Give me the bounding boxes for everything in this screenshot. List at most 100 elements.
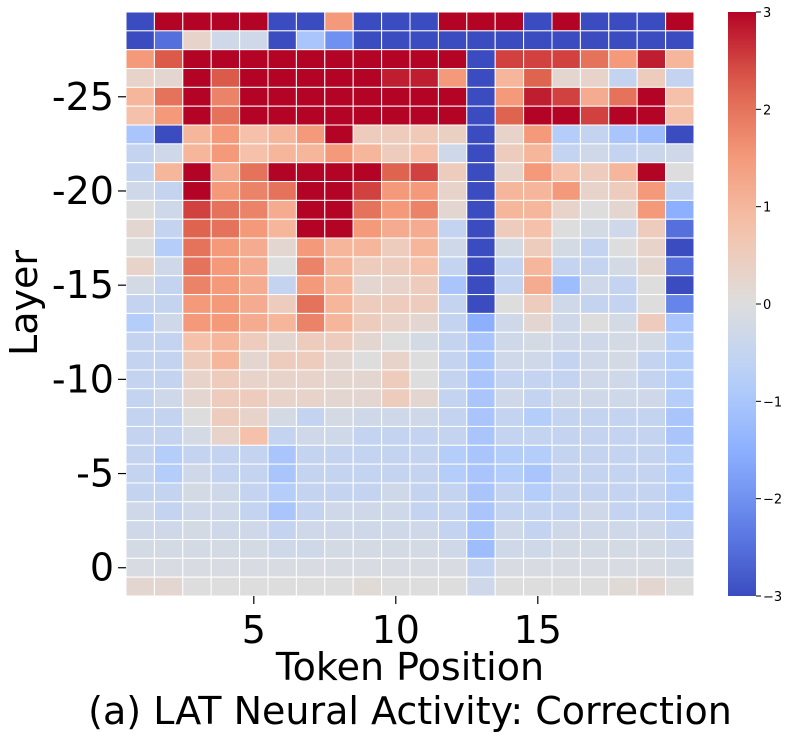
heatmap-cell xyxy=(636,181,667,201)
heatmap-cell xyxy=(523,49,553,70)
heatmap-cell xyxy=(210,407,241,427)
heatmap-cell xyxy=(295,218,326,239)
heatmap-cell xyxy=(239,30,269,51)
heatmap-cell xyxy=(608,538,638,559)
heatmap-cell xyxy=(523,463,553,484)
heatmap-cell xyxy=(665,331,695,352)
heatmap-cell xyxy=(182,275,212,296)
heatmap-cell xyxy=(665,30,695,51)
heatmap-cell xyxy=(295,520,326,540)
heatmap-cell xyxy=(210,463,241,484)
heatmap-cell xyxy=(466,105,496,126)
heatmap-cell xyxy=(579,369,610,390)
heatmap-cell xyxy=(239,520,269,540)
heatmap-cell xyxy=(352,143,383,164)
heatmap-cell xyxy=(182,501,212,522)
heatmap-cell xyxy=(352,350,383,371)
heatmap-cell xyxy=(437,576,468,597)
heatmap-cell xyxy=(494,520,525,540)
heatmap-cell xyxy=(466,576,496,597)
heatmap-cell xyxy=(523,143,553,164)
heatmap-cell xyxy=(182,162,212,183)
heatmap-cell xyxy=(608,218,638,239)
heatmap-cell xyxy=(210,49,241,70)
heatmap-cell xyxy=(409,538,439,559)
heatmap-cell xyxy=(579,162,610,183)
heatmap-cell xyxy=(466,501,496,522)
heatmap-cell xyxy=(579,11,610,32)
heatmap-cell xyxy=(579,463,610,484)
heatmap-cell xyxy=(466,369,496,390)
heatmap-cell xyxy=(381,68,411,88)
heatmap-cell xyxy=(210,143,241,164)
heatmap-cell xyxy=(182,369,212,390)
heatmap-cell xyxy=(523,11,553,32)
heatmap-cell xyxy=(665,143,695,164)
heatmap-cell xyxy=(437,501,468,522)
heatmap-cell xyxy=(182,350,212,371)
heatmap-cell xyxy=(239,576,269,597)
heatmap-cell xyxy=(324,143,354,164)
heatmap-cell xyxy=(153,369,184,390)
heatmap-cell xyxy=(579,68,610,88)
heatmap-cell xyxy=(409,388,439,409)
heatmap-cell xyxy=(324,331,354,352)
heatmap-cell xyxy=(494,143,525,164)
heatmap-cell xyxy=(437,256,468,277)
heatmap-cell xyxy=(665,124,695,145)
heatmap-cell xyxy=(608,444,638,465)
heatmap-cell xyxy=(466,294,496,314)
heatmap-cell xyxy=(267,576,297,597)
heatmap-cell xyxy=(125,331,155,352)
heatmap-cell xyxy=(466,557,496,578)
heatmap-cell xyxy=(210,68,241,88)
heatmap-cell xyxy=(437,143,468,164)
heatmap-cell xyxy=(494,105,525,126)
heatmap-cell xyxy=(636,86,667,107)
heatmap-cell xyxy=(153,482,184,503)
heatmap-cell xyxy=(267,86,297,107)
heatmap-cell xyxy=(295,256,326,277)
heatmap-cell xyxy=(182,11,212,32)
heatmap-cell xyxy=(125,501,155,522)
heatmap-cell xyxy=(239,68,269,88)
heatmap-cell xyxy=(551,275,581,296)
heatmap-cell xyxy=(665,350,695,371)
heatmap-cell xyxy=(608,68,638,88)
heatmap-cell xyxy=(267,256,297,277)
heatmap-cell xyxy=(381,30,411,51)
heatmap-cell xyxy=(210,256,241,277)
heatmap-cell xyxy=(494,369,525,390)
heatmap-cell xyxy=(466,463,496,484)
heatmap-cell xyxy=(579,312,610,333)
heatmap-cell xyxy=(153,557,184,578)
heatmap-cell xyxy=(324,312,354,333)
heatmap-cell xyxy=(608,369,638,390)
heatmap-cell xyxy=(352,388,383,409)
heatmap-cell xyxy=(409,350,439,371)
heatmap-cell xyxy=(125,444,155,465)
heatmap-cell xyxy=(267,463,297,484)
heatmap-cell xyxy=(636,407,667,427)
heatmap-cell xyxy=(608,256,638,277)
heatmap-cell xyxy=(153,124,184,145)
heatmap-cell xyxy=(352,482,383,503)
heatmap-cell xyxy=(608,520,638,540)
y-tick-label: 0 xyxy=(90,546,114,590)
heatmap-cell xyxy=(210,576,241,597)
heatmap-cell xyxy=(466,312,496,333)
heatmap-cell xyxy=(210,331,241,352)
y-tick-label: -10 xyxy=(52,357,114,401)
heatmap-cell xyxy=(437,482,468,503)
y-tick-label: -5 xyxy=(76,452,114,496)
heatmap-cell xyxy=(267,538,297,559)
heatmap-cell xyxy=(636,425,667,446)
heatmap-cell xyxy=(409,105,439,126)
heatmap-cell xyxy=(324,105,354,126)
heatmap-cell xyxy=(466,143,496,164)
heatmap-cell xyxy=(125,124,155,145)
heatmap-cell xyxy=(295,105,326,126)
heatmap-cell xyxy=(352,68,383,88)
heatmap-cell xyxy=(381,49,411,70)
heatmap-cell xyxy=(153,86,184,107)
